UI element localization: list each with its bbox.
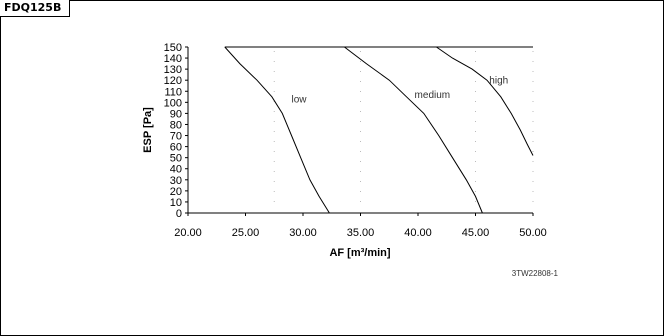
y-tick-label: 60 [170,142,182,154]
y-tick-label: 100 [164,97,182,109]
x-tick-label: 30.00 [289,227,317,239]
x-axis-ticks: 20.00 25.00 30.00 35.00 40.00 45.00 50.00 [174,213,547,239]
x-tick-label: 40.00 [404,227,432,239]
plot-area [187,46,534,214]
y-axis-label: ESP [Pa] [142,107,154,153]
series-line-low [224,46,330,214]
y-tick-label: 0 [176,208,182,220]
x-axis-label: AF [m³/min] [329,247,390,259]
x-tick-label: 35.00 [347,227,375,239]
y-tick-label: 70 [170,131,182,143]
x-tick-label: 20.00 [174,227,202,239]
series-line-high [436,46,534,156]
y-tick-label: 150 [164,42,182,54]
x-tick-label: 50.00 [519,227,547,239]
y-tick-label: 80 [170,119,182,131]
y-tick-label: 50 [170,153,182,165]
series-label-low: low [292,94,308,105]
series-line-medium [344,46,483,214]
y-tick-label: 90 [170,108,182,120]
y-tick-label: 130 [164,64,182,76]
y-tick-label: 110 [164,86,182,98]
model-title: FDQ125B [0,0,71,17]
x-tick-label: 45.00 [462,227,490,239]
x-tick-label: 25.00 [232,227,260,239]
series-group: low medium high [224,46,534,214]
y-tick-label: 140 [164,53,182,65]
y-tick-label: 120 [164,75,182,87]
y-tick-label: 40 [170,164,182,176]
y-tick-label: 20 [170,186,182,198]
series-label-medium: medium [415,90,451,101]
y-tick-label: 10 [170,197,182,209]
series-label-high: high [489,76,508,87]
reference-code: 3TW22808-1 [512,269,559,278]
y-tick-label: 30 [170,175,182,187]
